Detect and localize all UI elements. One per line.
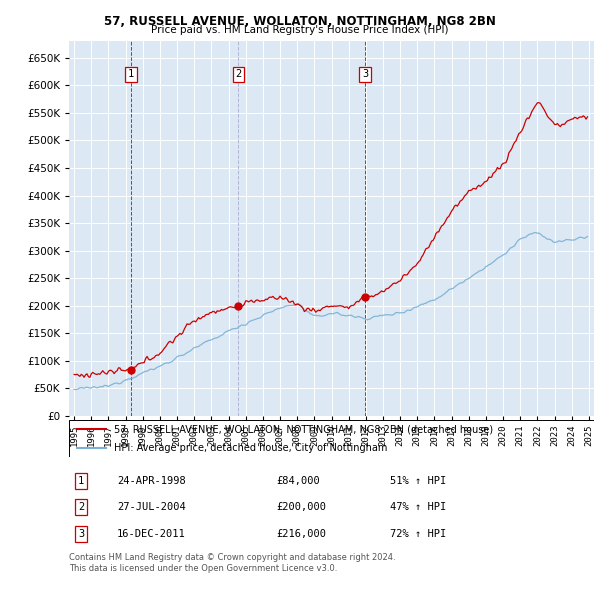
Text: 47% ↑ HPI: 47% ↑ HPI [390,503,446,512]
Text: 1: 1 [128,70,134,80]
Text: 57, RUSSELL AVENUE, WOLLATON, NOTTINGHAM, NG8 2BN: 57, RUSSELL AVENUE, WOLLATON, NOTTINGHAM… [104,15,496,28]
Text: £216,000: £216,000 [276,529,326,539]
Text: 27-JUL-2004: 27-JUL-2004 [117,503,186,512]
Text: 2: 2 [78,503,84,512]
Text: 1: 1 [78,476,84,486]
Text: HPI: Average price, detached house, City of Nottingham: HPI: Average price, detached house, City… [113,443,387,453]
Text: 51% ↑ HPI: 51% ↑ HPI [390,476,446,486]
Text: This data is licensed under the Open Government Licence v3.0.: This data is licensed under the Open Gov… [69,565,337,573]
Text: 16-DEC-2011: 16-DEC-2011 [117,529,186,539]
Text: £200,000: £200,000 [276,503,326,512]
Text: 3: 3 [78,529,84,539]
Text: 2: 2 [235,70,241,80]
Text: 3: 3 [362,70,368,80]
Text: £84,000: £84,000 [276,476,320,486]
Text: Price paid vs. HM Land Registry's House Price Index (HPI): Price paid vs. HM Land Registry's House … [151,25,449,35]
Text: 24-APR-1998: 24-APR-1998 [117,476,186,486]
Text: Contains HM Land Registry data © Crown copyright and database right 2024.: Contains HM Land Registry data © Crown c… [69,553,395,562]
Text: 57, RUSSELL AVENUE, WOLLATON, NOTTINGHAM, NG8 2BN (detached house): 57, RUSSELL AVENUE, WOLLATON, NOTTINGHAM… [113,424,493,434]
Text: 72% ↑ HPI: 72% ↑ HPI [390,529,446,539]
